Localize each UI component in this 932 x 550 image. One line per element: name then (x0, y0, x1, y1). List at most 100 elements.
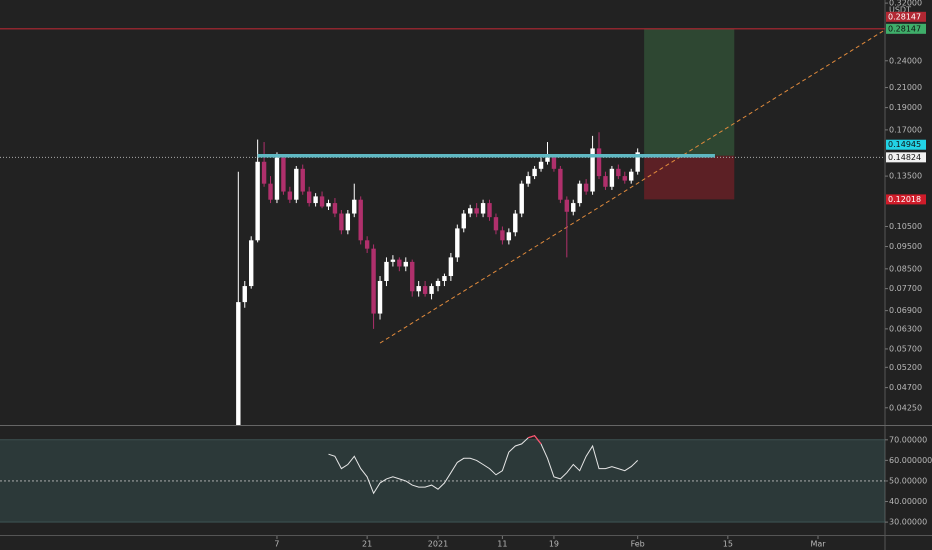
candle-body (487, 203, 492, 218)
y-tick-label: 0.05200 (889, 363, 922, 372)
x-tick-label: 11 (497, 540, 507, 549)
candle-body (519, 183, 524, 214)
candle-body (410, 261, 415, 292)
candle-body (474, 208, 479, 214)
candle-body (345, 213, 351, 231)
price-label: 0.14945 (888, 140, 921, 149)
y-tick-label: 0.24000 (889, 56, 922, 65)
y-tick-label: 50.00000 (889, 476, 927, 485)
y-tick-label: 60.000000 (889, 456, 932, 465)
candle-body (506, 232, 512, 241)
x-tick-label: 15 (723, 540, 733, 549)
candle-body (300, 168, 305, 192)
candle-body (397, 259, 402, 267)
candle-body (590, 148, 595, 192)
price-label: 0.28147 (888, 12, 921, 21)
y-tick-label: 0.04700 (889, 383, 922, 392)
y-tick-label: 0.13500 (889, 172, 922, 181)
candle-body (558, 168, 563, 200)
candle-body (249, 240, 254, 287)
candle-body (319, 196, 325, 207)
rsi-overbought (534, 435, 542, 445)
candle-body (564, 199, 570, 212)
candle-body (377, 280, 383, 314)
candle-body (545, 157, 550, 162)
y-tick-label: 40.00000 (889, 497, 927, 506)
candle-body (480, 203, 486, 214)
x-tick-label: 19 (549, 540, 559, 549)
y-tick-label: 0.19000 (889, 103, 922, 112)
unit-label: USDT (889, 6, 911, 15)
price-label-bg (886, 194, 926, 205)
candle-body (435, 280, 441, 287)
y-tick-label: 0.06300 (889, 324, 922, 333)
y-tick-label: 0.08500 (889, 264, 922, 273)
y-tick-label: 0.04250 (889, 403, 922, 412)
price-label: 0.12018 (888, 195, 921, 204)
candle-body (313, 196, 318, 204)
price-label: 0.14824 (888, 153, 921, 162)
candle-body (332, 203, 338, 214)
candle-body (294, 168, 299, 200)
candle-body (358, 199, 363, 241)
profit-zone (644, 28, 735, 156)
candle-body (416, 286, 421, 292)
price-label-bg (886, 11, 926, 22)
y-tick-label: 30.00000 (889, 518, 927, 527)
candle-body (242, 286, 247, 303)
price-label-bg (886, 139, 926, 150)
candle-body (577, 183, 582, 204)
candle-body (616, 168, 621, 177)
candle-body (390, 259, 396, 262)
candle-body (629, 171, 634, 181)
candle-body (261, 161, 267, 184)
loss-zone (644, 155, 735, 200)
candle-body (281, 157, 286, 192)
x-tick-label: 2021 (428, 540, 448, 549)
price-label-bg (886, 152, 926, 163)
y-tick-label: 0.05700 (889, 344, 922, 353)
x-tick-label: Mar (810, 540, 826, 549)
candle-body (422, 286, 428, 294)
candle-body (255, 161, 260, 241)
candle-body (236, 302, 241, 425)
trendline (379, 29, 886, 344)
y-tick-label: 0.07700 (889, 284, 922, 293)
x-tick-label: Feb (631, 540, 645, 549)
rsi-overbought (527, 435, 535, 439)
candle-body (371, 248, 376, 314)
y-tick-label: 0.21000 (889, 83, 922, 92)
candle-body (603, 176, 608, 187)
candle-body (500, 230, 505, 241)
y-tick-label: 0.06900 (889, 306, 922, 315)
candle-body (635, 152, 640, 172)
x-tick-label: 21 (362, 540, 372, 549)
y-tick-label: 0.32000 (889, 0, 922, 8)
candle-body (551, 157, 557, 169)
candle-body (448, 257, 454, 277)
candle-body (455, 228, 460, 258)
candle-body (525, 176, 531, 184)
candle-body (538, 161, 544, 169)
candle-body (467, 208, 473, 214)
candle-body (352, 199, 357, 214)
candle-body (583, 183, 589, 192)
y-tick-label: 0.10500 (889, 222, 922, 231)
candle-body (429, 286, 434, 294)
candle-body (493, 217, 499, 231)
candle-body (596, 148, 602, 177)
candle-body (403, 261, 408, 267)
price-label: 0.28147 (888, 24, 921, 33)
rsi-line (328, 435, 639, 495)
candle-body (532, 168, 537, 177)
y-tick-label: 0.17000 (889, 125, 922, 134)
candle-body (571, 203, 576, 212)
candle-body (287, 191, 293, 200)
candle-body (274, 157, 280, 200)
candle-body (513, 213, 518, 233)
candle-body (461, 213, 466, 229)
candle-body (364, 240, 370, 249)
candle-body (306, 191, 312, 204)
candle-body (609, 168, 615, 187)
